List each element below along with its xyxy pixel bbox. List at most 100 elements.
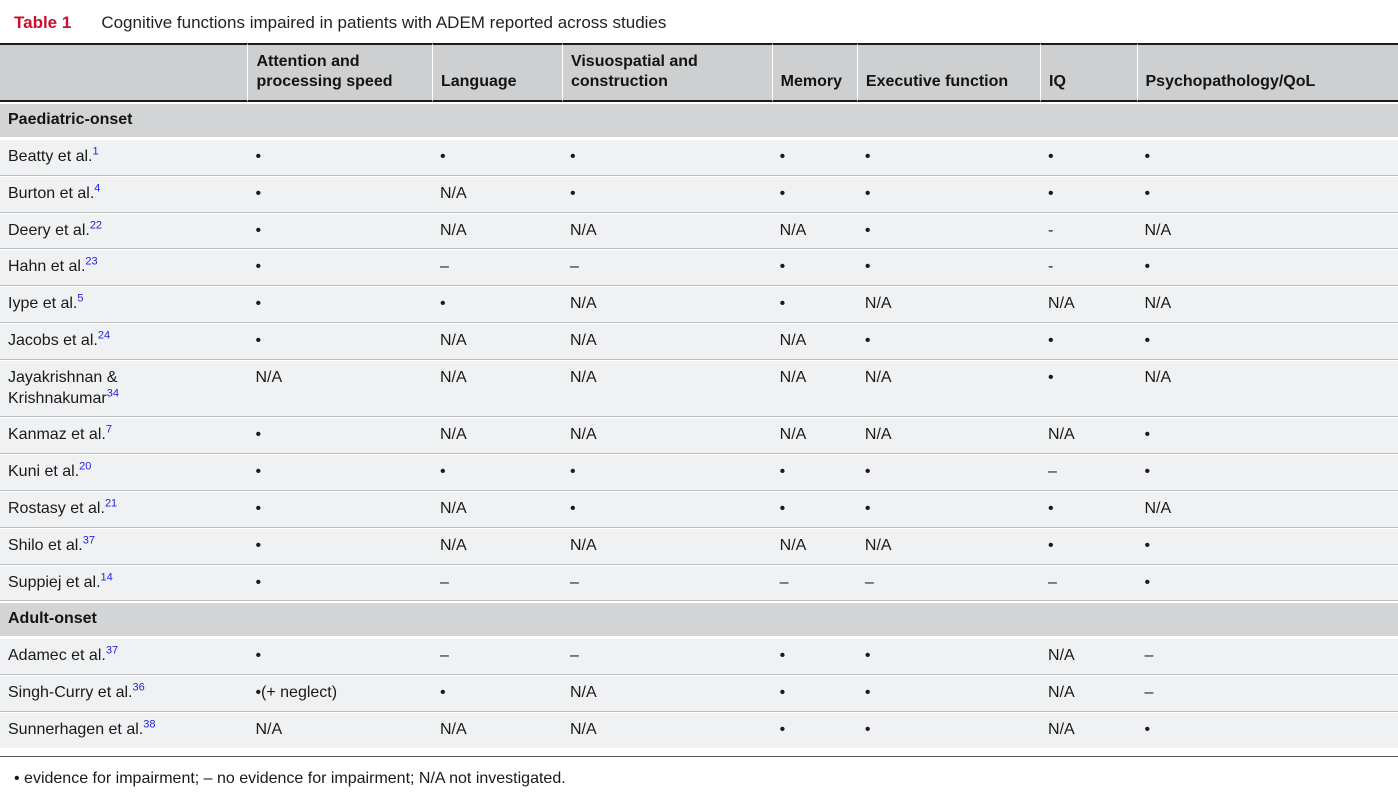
table-row: Jayakrishnan & Krishnakumar34 N/A N/A N/A N/A… <box>0 359 1398 418</box>
table-cell: • <box>771 491 857 528</box>
section-heading: Paediatric-onset <box>0 102 1398 140</box>
table-cell: • <box>856 454 1041 492</box>
table-row: Burton et al.4 • N/A • • • • • <box>0 175 1398 213</box>
study-cell: Kuni et al.20 <box>0 454 248 492</box>
table-cell: N/A <box>771 359 857 418</box>
table-cell: – <box>431 249 562 287</box>
reference-link[interactable]: 22 <box>89 219 103 232</box>
table-cell: N/A <box>561 527 772 565</box>
table-footnote: • evidence for impairment; – no evidence… <box>0 755 1398 798</box>
table-cell: • <box>1040 139 1137 176</box>
study-name: Singh-Curry et al. <box>8 684 133 702</box>
table-cell: • <box>561 454 772 492</box>
table-cell: – <box>431 638 562 676</box>
section-row: Paediatric-onset <box>0 102 1398 140</box>
table-cell: • <box>247 286 432 324</box>
table-cell: N/A <box>771 417 857 455</box>
table-cell: • <box>771 712 857 749</box>
table-row: Rostasy et al.21 • N/A • • • • N/A <box>0 491 1398 528</box>
table-cell: • <box>771 638 857 676</box>
table-row: Adamec et al.37 • – – • • N/A – <box>0 638 1398 676</box>
study-name: Deery et al. <box>8 221 90 239</box>
reference-link[interactable]: 36 <box>132 681 145 694</box>
table-cell: • <box>247 139 432 176</box>
column-header-executive: Executive function <box>856 43 1041 103</box>
reference-link[interactable]: 34 <box>106 387 119 400</box>
table-cell: N/A <box>1040 286 1137 324</box>
table-cell: N/A <box>856 359 1041 418</box>
table-cell: – <box>856 564 1041 602</box>
reference-link[interactable]: 24 <box>97 329 111 342</box>
table-cell: • <box>1136 564 1398 602</box>
table-cell: N/A <box>771 212 857 250</box>
study-cell: Singh-Curry et al.36 <box>0 675 248 713</box>
table-row: Sunnerhagen et al.38 N/A N/A N/A • • N/A • <box>0 712 1398 749</box>
table-row: Suppiej et al.14 • – – – – – • <box>0 564 1398 602</box>
table-body: Paediatric-onset Beatty et al.1 • • • • • • • Bur… <box>0 102 1398 749</box>
table-cell: N/A <box>561 712 772 749</box>
table-caption: Table 1 Cognitive functions impaired in p… <box>0 0 1398 43</box>
table-row: Hahn et al.23 • – – • • - • <box>0 249 1398 287</box>
table-cell: – <box>561 249 772 287</box>
study-cell: Adamec et al.37 <box>0 638 248 676</box>
table-cell: – <box>1040 564 1137 602</box>
table-cell: – <box>771 564 857 602</box>
study-name: Rostasy et al. <box>8 500 105 518</box>
study-name: Burton et al. <box>8 184 95 202</box>
table-cell: • <box>247 491 432 528</box>
table-cell: N/A <box>247 712 432 749</box>
table-cell: • <box>856 638 1041 676</box>
table-cell: • <box>1040 491 1137 528</box>
table-cell: N/A <box>1136 286 1398 324</box>
table-cell: • <box>247 527 432 565</box>
study-name: Sunnerhagen et al. <box>8 721 144 739</box>
reference-link[interactable]: 20 <box>79 460 92 473</box>
table-cell: N/A <box>561 212 772 250</box>
reference-link[interactable]: 5 <box>77 292 84 305</box>
table-cell: • <box>431 675 562 713</box>
table-cell: • <box>856 212 1041 250</box>
table-cell: N/A <box>1040 712 1137 749</box>
table-cell: •(+ neglect) <box>247 675 432 713</box>
table-cell: • <box>561 491 772 528</box>
reference-link[interactable]: 38 <box>143 718 156 731</box>
header-row: Attention and processing speed Language … <box>0 43 1398 103</box>
table-cell: – <box>431 564 562 602</box>
reference-link[interactable]: 1 <box>92 145 99 158</box>
table-row: Beatty et al.1 • • • • • • • <box>0 139 1398 176</box>
table-cell: • <box>771 675 857 713</box>
study-cell: Sunnerhagen et al.38 <box>0 712 248 749</box>
reference-link[interactable]: 7 <box>105 424 112 437</box>
study-cell: Burton et al.4 <box>0 175 248 213</box>
table-cell: - <box>1040 212 1137 250</box>
table-cell: • <box>856 323 1041 360</box>
study-name: Adamec et al. <box>8 647 106 665</box>
table-cell: N/A <box>856 417 1041 455</box>
table-cell: – <box>561 564 772 602</box>
table-row: Kuni et al.20 • • • • • – • <box>0 454 1398 492</box>
reference-link[interactable]: 37 <box>82 534 95 547</box>
table-cell: N/A <box>1136 212 1398 250</box>
table-cell: N/A <box>1040 638 1137 676</box>
reference-link[interactable]: 23 <box>85 256 98 269</box>
table-cell: • <box>771 175 857 213</box>
table-cell: N/A <box>1136 491 1398 528</box>
reference-link[interactable]: 21 <box>104 497 118 510</box>
table-cell: • <box>431 139 562 176</box>
table-cell: N/A <box>561 286 772 324</box>
table-cell: – <box>1136 638 1398 676</box>
reference-link[interactable]: 37 <box>105 645 119 658</box>
table-cell: N/A <box>771 527 857 565</box>
study-name: Suppiej et al. <box>8 573 101 591</box>
column-header-psychopathology: Psychopathology/QoL <box>1136 43 1398 103</box>
reference-link[interactable]: 4 <box>94 182 101 195</box>
study-cell: Jacobs et al.24 <box>0 323 248 360</box>
table-cell: N/A <box>856 527 1041 565</box>
study-cell: Deery et al.22 <box>0 212 248 250</box>
table-cell: N/A <box>431 491 562 528</box>
study-name: Iype et al. <box>8 295 78 313</box>
reference-link[interactable]: 14 <box>100 571 113 584</box>
cognitive-functions-table: Attention and processing speed Language … <box>0 43 1398 749</box>
study-name: Beatty et al. <box>8 148 93 166</box>
